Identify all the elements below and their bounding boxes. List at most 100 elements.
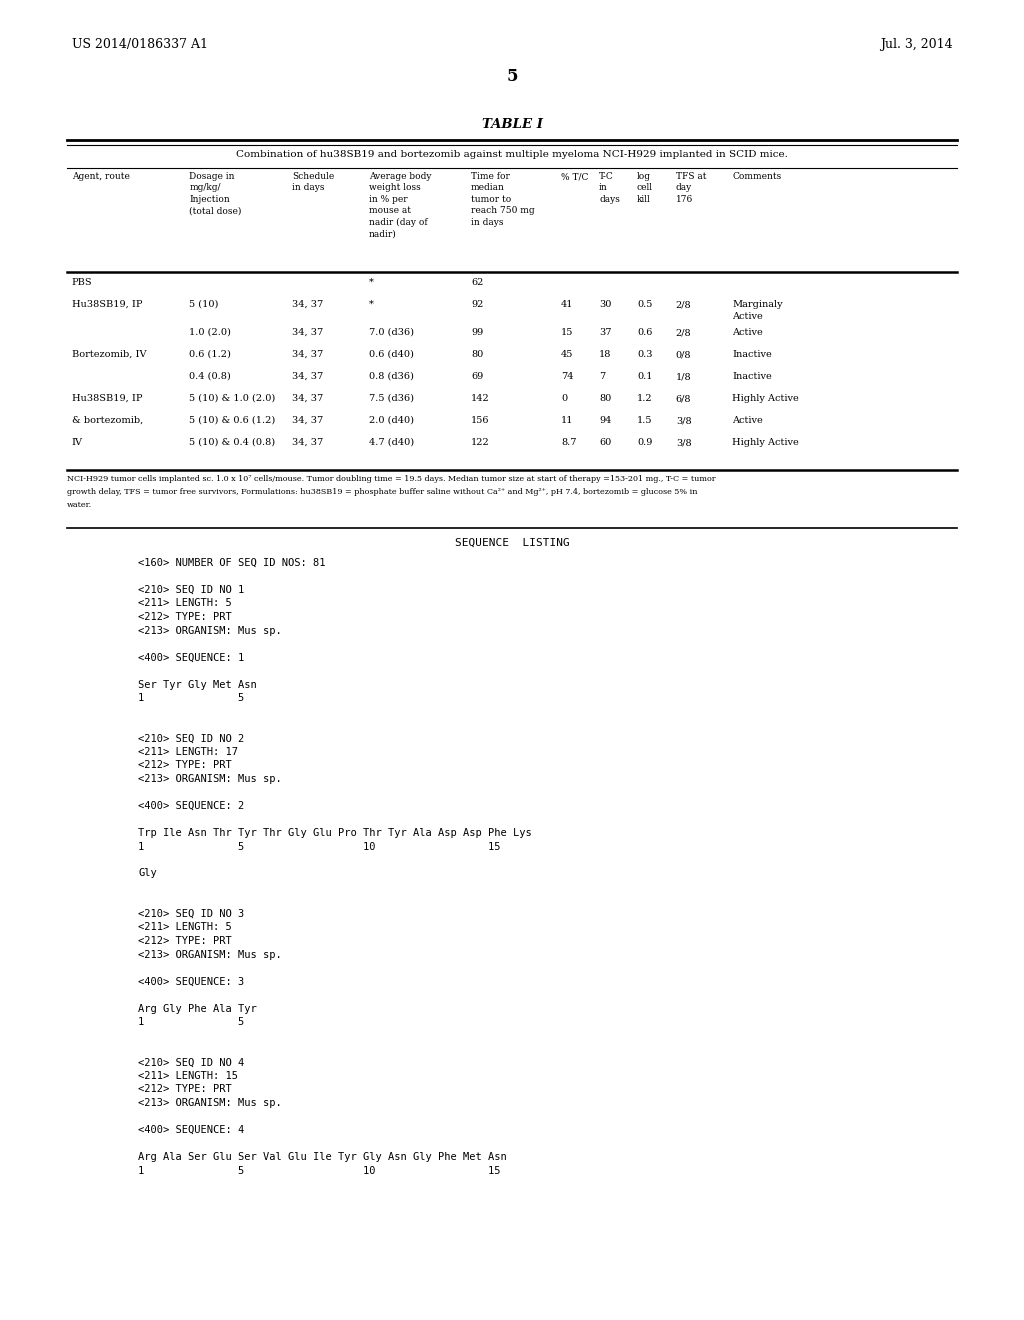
Text: 0/8: 0/8 — [676, 350, 691, 359]
Text: 7: 7 — [599, 372, 605, 381]
Text: 94: 94 — [599, 416, 611, 425]
Text: Dosage in
mg/kg/
Injection
(total dose): Dosage in mg/kg/ Injection (total dose) — [189, 172, 242, 215]
Text: & bortezomib,: & bortezomib, — [72, 416, 143, 425]
Text: 156: 156 — [471, 416, 489, 425]
Text: Gly: Gly — [138, 869, 157, 879]
Text: 4.7 (d40): 4.7 (d40) — [369, 438, 414, 447]
Text: 37: 37 — [599, 327, 611, 337]
Text: 15: 15 — [561, 327, 573, 337]
Text: *: * — [369, 300, 374, 309]
Text: 3/8: 3/8 — [676, 416, 691, 425]
Text: Arg Ala Ser Glu Ser Val Glu Ile Tyr Gly Asn Gly Phe Met Asn: Arg Ala Ser Glu Ser Val Glu Ile Tyr Gly … — [138, 1152, 507, 1162]
Text: Jul. 3, 2014: Jul. 3, 2014 — [880, 38, 952, 51]
Text: growth delay, TFS = tumor free survivors, Formulations: hu38SB19 = phosphate buf: growth delay, TFS = tumor free survivors… — [67, 488, 697, 496]
Text: <212> TYPE: PRT: <212> TYPE: PRT — [138, 1085, 232, 1094]
Text: Inactive: Inactive — [732, 350, 772, 359]
Text: Trp Ile Asn Thr Tyr Thr Gly Glu Pro Thr Tyr Ala Asp Asp Phe Lys: Trp Ile Asn Thr Tyr Thr Gly Glu Pro Thr … — [138, 828, 532, 838]
Text: TABLE I: TABLE I — [481, 117, 543, 131]
Text: 1               5: 1 5 — [138, 693, 245, 704]
Text: <210> SEQ ID NO 4: <210> SEQ ID NO 4 — [138, 1057, 245, 1068]
Text: 3/8: 3/8 — [676, 438, 691, 447]
Text: US 2014/0186337 A1: US 2014/0186337 A1 — [72, 38, 208, 51]
Text: Arg Gly Phe Ala Tyr: Arg Gly Phe Ala Tyr — [138, 1003, 257, 1014]
Text: 69: 69 — [471, 372, 483, 381]
Text: 1               5: 1 5 — [138, 1016, 245, 1027]
Text: Ser Tyr Gly Met Asn: Ser Tyr Gly Met Asn — [138, 680, 257, 689]
Text: 5 (10) & 1.0 (2.0): 5 (10) & 1.0 (2.0) — [189, 393, 275, 403]
Text: Time for
median
tumor to
reach 750 mg
in days: Time for median tumor to reach 750 mg in… — [471, 172, 535, 227]
Text: % T/C: % T/C — [561, 172, 589, 181]
Text: 34, 37: 34, 37 — [292, 327, 324, 337]
Text: 41: 41 — [561, 300, 573, 309]
Text: IV: IV — [72, 438, 83, 447]
Text: Hu38SB19, IP: Hu38SB19, IP — [72, 393, 142, 403]
Text: 99: 99 — [471, 327, 483, 337]
Text: 5 (10) & 0.6 (1.2): 5 (10) & 0.6 (1.2) — [189, 416, 275, 425]
Text: 0.5: 0.5 — [637, 300, 652, 309]
Text: Agent, route: Agent, route — [72, 172, 130, 181]
Text: <400> SEQUENCE: 1: <400> SEQUENCE: 1 — [138, 652, 245, 663]
Text: <212> TYPE: PRT: <212> TYPE: PRT — [138, 936, 232, 946]
Text: water.: water. — [67, 502, 92, 510]
Text: <400> SEQUENCE: 3: <400> SEQUENCE: 3 — [138, 977, 245, 986]
Text: 0.8 (d36): 0.8 (d36) — [369, 372, 414, 381]
Text: Schedule
in days: Schedule in days — [292, 172, 334, 193]
Text: <212> TYPE: PRT: <212> TYPE: PRT — [138, 760, 232, 771]
Text: <400> SEQUENCE: 4: <400> SEQUENCE: 4 — [138, 1125, 245, 1135]
Text: 0: 0 — [561, 393, 567, 403]
Text: 30: 30 — [599, 300, 611, 309]
Text: 5: 5 — [506, 69, 518, 84]
Text: PBS: PBS — [72, 279, 92, 286]
Text: <211> LENGTH: 5: <211> LENGTH: 5 — [138, 598, 232, 609]
Text: Inactive: Inactive — [732, 372, 772, 381]
Text: <211> LENGTH: 17: <211> LENGTH: 17 — [138, 747, 239, 756]
Text: 34, 37: 34, 37 — [292, 416, 324, 425]
Text: Highly Active: Highly Active — [732, 393, 799, 403]
Text: 6/8: 6/8 — [676, 393, 691, 403]
Text: <160> NUMBER OF SEQ ID NOS: 81: <160> NUMBER OF SEQ ID NOS: 81 — [138, 558, 326, 568]
Text: Bortezomib, IV: Bortezomib, IV — [72, 350, 146, 359]
Text: 80: 80 — [471, 350, 483, 359]
Text: <213> ORGANISM: Mus sp.: <213> ORGANISM: Mus sp. — [138, 774, 282, 784]
Text: 34, 37: 34, 37 — [292, 350, 324, 359]
Text: <211> LENGTH: 5: <211> LENGTH: 5 — [138, 923, 232, 932]
Text: 60: 60 — [599, 438, 611, 447]
Text: <210> SEQ ID NO 1: <210> SEQ ID NO 1 — [138, 585, 245, 595]
Text: Active: Active — [732, 416, 763, 425]
Text: 1/8: 1/8 — [676, 372, 691, 381]
Text: 122: 122 — [471, 438, 489, 447]
Text: <210> SEQ ID NO 2: <210> SEQ ID NO 2 — [138, 734, 245, 743]
Text: log
cell
kill: log cell kill — [637, 172, 653, 203]
Text: 0.9: 0.9 — [637, 438, 652, 447]
Text: Average body
weight loss
in % per
mouse at
nadir (day of
nadir): Average body weight loss in % per mouse … — [369, 172, 431, 239]
Text: Highly Active: Highly Active — [732, 438, 799, 447]
Text: 8.7: 8.7 — [561, 438, 577, 447]
Text: 5 (10): 5 (10) — [189, 300, 219, 309]
Text: 92: 92 — [471, 300, 483, 309]
Text: 62: 62 — [471, 279, 483, 286]
Text: 34, 37: 34, 37 — [292, 372, 324, 381]
Text: 0.6 (d40): 0.6 (d40) — [369, 350, 414, 359]
Text: 34, 37: 34, 37 — [292, 393, 324, 403]
Text: 5 (10) & 0.4 (0.8): 5 (10) & 0.4 (0.8) — [189, 438, 275, 447]
Text: 0.4 (0.8): 0.4 (0.8) — [189, 372, 231, 381]
Text: T-C
in
days: T-C in days — [599, 172, 620, 203]
Text: 45: 45 — [561, 350, 573, 359]
Text: 7.5 (d36): 7.5 (d36) — [369, 393, 414, 403]
Text: 34, 37: 34, 37 — [292, 300, 324, 309]
Text: <211> LENGTH: 15: <211> LENGTH: 15 — [138, 1071, 239, 1081]
Text: <213> ORGANISM: Mus sp.: <213> ORGANISM: Mus sp. — [138, 949, 282, 960]
Text: *: * — [369, 279, 374, 286]
Text: 1.5: 1.5 — [637, 416, 652, 425]
Text: 0.6 (1.2): 0.6 (1.2) — [189, 350, 231, 359]
Text: 1               5                   10                  15: 1 5 10 15 — [138, 1166, 501, 1176]
Text: 2/8: 2/8 — [676, 300, 691, 309]
Text: NCI-H929 tumor cells implanted sc. 1.0 x 10⁷ cells/mouse. Tumor doubling time = : NCI-H929 tumor cells implanted sc. 1.0 x… — [67, 475, 715, 483]
Text: 74: 74 — [561, 372, 573, 381]
Text: Comments: Comments — [732, 172, 781, 181]
Text: <213> ORGANISM: Mus sp.: <213> ORGANISM: Mus sp. — [138, 626, 282, 635]
Text: SEQUENCE  LISTING: SEQUENCE LISTING — [455, 539, 569, 548]
Text: Hu38SB19, IP: Hu38SB19, IP — [72, 300, 142, 309]
Text: 2.0 (d40): 2.0 (d40) — [369, 416, 414, 425]
Text: 1               5                   10                  15: 1 5 10 15 — [138, 842, 501, 851]
